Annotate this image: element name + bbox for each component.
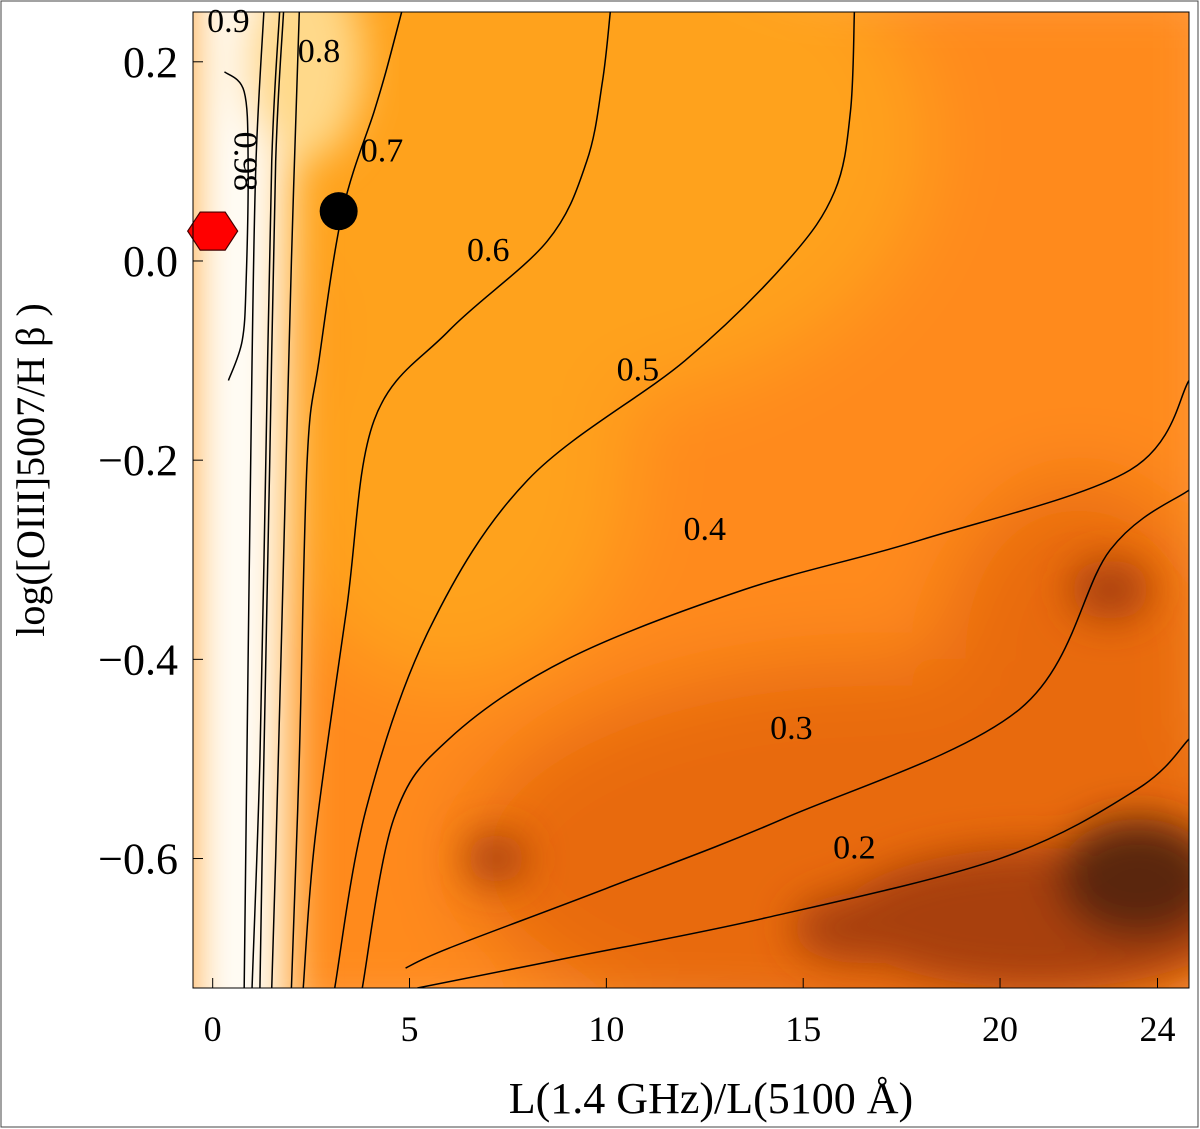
contour-label-0.4: 0.4	[684, 511, 727, 548]
heatmap-dark-2	[1057, 818, 1189, 939]
heatmap-surface	[193, 12, 1189, 988]
x-axis-ticks: 0 5 10 15 20 24	[204, 978, 1176, 1049]
red-hexagon-marker	[186, 211, 239, 251]
contour-0.8-line-4	[270, 12, 301, 988]
contour-label-0.3: 0.3	[770, 710, 813, 747]
contour-label-0.5: 0.5	[617, 351, 660, 388]
contour-0.98-line-1	[223, 71, 249, 381]
heatmap-blob-mid	[268, 240, 629, 681]
heatmap-dark-4	[792, 893, 933, 964]
contour-0.6-line-6	[302, 12, 612, 988]
contour-labels: 0.9 0.98 0.8 0.7 0.6 0.5 0.4 0.3 0.2	[207, 3, 875, 867]
contour-label-0.8: 0.8	[298, 33, 341, 70]
x-tick-label-0: 0	[204, 1009, 222, 1049]
y-axis-ticks: 0.2 0.0 −0.2 −0.4 −0.6	[98, 38, 203, 884]
y-tick-label-0.0: 0.0	[123, 237, 178, 286]
x-axis-label: L(1.4 GHz)/L(5100 Å)	[509, 1074, 913, 1123]
heatmap-dark-5	[466, 833, 527, 884]
contour-0.7-line-5	[290, 12, 403, 988]
y-tick-label-−0.4: −0.4	[98, 635, 178, 684]
x-tick-label-20: 20	[982, 1009, 1018, 1049]
y-tick-label-0.2: 0.2	[123, 38, 178, 87]
contour-label-0.2: 0.2	[833, 830, 876, 867]
y-tick-label-−0.6: −0.6	[98, 835, 178, 884]
contour-label-0.98: 0.98	[226, 132, 263, 192]
x-tick-label-15: 15	[785, 1009, 821, 1049]
contour-0.4-line-8	[361, 380, 1189, 988]
markers	[186, 192, 358, 251]
black-circle-marker	[319, 192, 358, 231]
contour-label-0.9: 0.9	[207, 3, 250, 40]
y-axis-label: log([OIII]5007/H β )	[8, 303, 53, 637]
contour-0.8-line-2	[251, 12, 281, 988]
contour-0.2-line-10	[417, 738, 1189, 988]
contour-label-0.7: 0.7	[361, 132, 404, 169]
x-tick-label-5: 5	[401, 1009, 419, 1049]
plot-frame	[192, 11, 1190, 989]
contour-0.9-line-0	[243, 12, 265, 988]
contour-0.3-line-9	[405, 489, 1189, 969]
contour-label-0.6: 0.6	[467, 232, 510, 269]
contour-0.5-line-7	[333, 12, 856, 988]
x-tick-label-10: 10	[588, 1009, 624, 1049]
y-tick-label-−0.2: −0.2	[98, 436, 178, 485]
heatmap-dark-3	[1070, 559, 1151, 620]
contour-0.8-line-3	[259, 12, 285, 988]
contour-lines	[223, 12, 1189, 988]
x-tick-label-24: 24	[1140, 1009, 1176, 1049]
